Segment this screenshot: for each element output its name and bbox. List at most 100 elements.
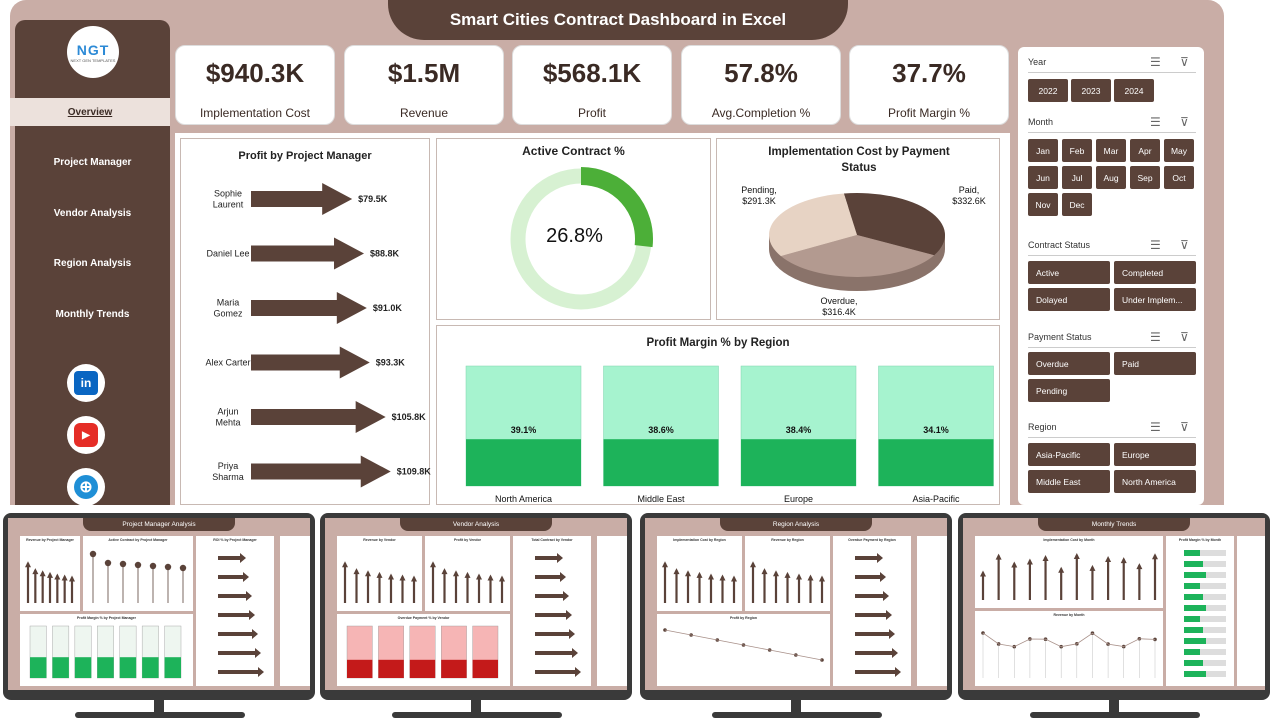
filter-chip-status[interactable]: Active [1028, 261, 1110, 284]
mini-arrow [535, 667, 581, 677]
filter-chip-month[interactable]: Aug [1096, 166, 1126, 189]
clear-filter-icon[interactable]: ⊽ [1180, 420, 1189, 434]
filter-chip-year[interactable]: 2022 [1028, 79, 1068, 102]
pie-slice [780, 235, 935, 277]
filter-chip-region[interactable]: Middle East [1028, 470, 1110, 493]
monitor-title: Monthly Trends [1038, 518, 1190, 531]
filter-chip-year[interactable]: 2024 [1114, 79, 1154, 102]
filter-chip-payment[interactable]: Overdue [1028, 352, 1110, 375]
kpi-value: $940.3K [205, 58, 305, 88]
pm-category-label: Daniel Lee [206, 249, 249, 259]
mini-tube-fill [472, 659, 498, 678]
filter-chip-region[interactable]: Asia-Pacific [1028, 443, 1110, 466]
monitor-title: Region Analysis [720, 518, 872, 531]
monitor-vendor: Vendor Analysis Revenue by Vendor Profit… [320, 513, 632, 700]
panel-margin-by-region: Profit Margin % by Region 39.1% North Ame… [436, 325, 1000, 505]
kpi-label: Profit [577, 106, 606, 120]
pm-category-label: Arjun [217, 407, 238, 417]
monitor-foot [392, 712, 562, 718]
multi-select-icon[interactable]: ☰ [1150, 55, 1161, 69]
region-value-label: 38.6% [648, 425, 674, 435]
clear-filter-icon[interactable]: ⊽ [1180, 55, 1189, 69]
nav-project-manager[interactable]: Project Manager [53, 156, 132, 168]
filter-chip-month[interactable]: Jun [1028, 166, 1058, 189]
mini-bar-head [61, 574, 68, 581]
filter-chip-region[interactable]: North America [1114, 470, 1196, 493]
kpi-label: Revenue [399, 106, 449, 120]
nav-monthly-trends[interactable]: Monthly Trends [55, 308, 130, 320]
mini-bar-head [353, 568, 360, 575]
filter-chip-month[interactable]: Sep [1130, 166, 1160, 189]
clear-filter-icon[interactable]: ⊽ [1180, 238, 1189, 252]
filter-chip-month[interactable]: Nov [1028, 193, 1058, 216]
mini-bar-head [342, 561, 348, 568]
mini-hbar [1184, 638, 1206, 644]
filter-chip-month[interactable]: Oct [1164, 166, 1194, 189]
mini-hbar [1184, 572, 1206, 578]
filter-divider [1028, 255, 1196, 256]
mini-bar-head [464, 571, 471, 578]
mini-bar-head [25, 561, 31, 568]
filter-chip-month[interactable]: Feb [1062, 139, 1092, 162]
region-bar-fill [603, 439, 719, 486]
website-button[interactable]: ⊕ [67, 468, 105, 505]
multi-select-icon[interactable]: ☰ [1150, 115, 1161, 129]
linkedin-button[interactable]: in [67, 364, 105, 402]
filter-chip-month[interactable]: Jul [1062, 166, 1092, 189]
mini-arrow [855, 610, 892, 620]
filter-divider [1028, 437, 1196, 438]
filter-divider [1028, 132, 1196, 133]
monitor-stand [154, 700, 164, 714]
mini-chart-lolli [342, 561, 417, 603]
pm-category-label: Sophie [214, 189, 242, 199]
filter-chip-payment[interactable]: Pending [1028, 379, 1110, 402]
mini-bar-head [1105, 556, 1112, 563]
mini-hbar-track [1184, 561, 1226, 567]
nav-region-analysis[interactable]: Region Analysis [53, 257, 132, 269]
chart-title: Profit by Project Manager [238, 150, 372, 162]
clear-filter-icon[interactable]: ⊽ [1180, 115, 1189, 129]
filter-chip-status[interactable]: Completed [1114, 261, 1196, 284]
monitor-screen: Vendor Analysis Revenue by Vendor Profit… [325, 518, 627, 690]
multi-select-icon[interactable]: ☰ [1150, 330, 1161, 344]
filter-chip-month[interactable]: Dec [1062, 193, 1092, 216]
mini-chart-arrows [535, 553, 581, 677]
multi-select-icon[interactable]: ☰ [1150, 420, 1161, 434]
mini-bar-head [430, 561, 436, 568]
pm-category-label: Gomez [213, 309, 243, 319]
filter-chip-month[interactable]: May [1164, 139, 1194, 162]
filter-chip-status[interactable]: Dolayed [1028, 288, 1110, 311]
pie-value-label: $291.3K [742, 196, 776, 206]
chart-title: Active Contract % [522, 144, 625, 158]
filter-chip-month[interactable]: Mar [1096, 139, 1126, 162]
mini-hbar [1184, 561, 1203, 567]
filter-chip-month[interactable]: Apr [1130, 139, 1160, 162]
pm-category-label: Priya [218, 461, 239, 471]
multi-select-icon[interactable]: ☰ [1150, 238, 1161, 252]
mini-bar-head [388, 573, 394, 580]
filter-chip-region[interactable]: Europe [1114, 443, 1196, 466]
mini-tube-fill [409, 659, 436, 678]
mini-title: Profit Margin % by Month [1178, 538, 1222, 542]
mini-bar-head [32, 568, 39, 575]
mini-bar-head [773, 570, 779, 577]
clear-filter-icon[interactable]: ⊽ [1180, 330, 1189, 344]
filter-title-region: Region [1028, 422, 1057, 432]
mini-tube-fill [97, 657, 114, 678]
filter-chip-month[interactable]: Jan [1028, 139, 1058, 162]
filter-chip-year[interactable]: 2023 [1071, 79, 1111, 102]
mini-bar-head [1042, 555, 1049, 562]
nav-overview[interactable]: Overview [10, 98, 170, 126]
mini-chart-lolli [25, 561, 75, 603]
monitor-title: Vendor Analysis [400, 518, 552, 531]
youtube-button[interactable]: ▶ [67, 416, 105, 454]
nav-vendor-analysis[interactable]: Vendor Analysis [53, 207, 132, 219]
mini-tube-fill [119, 657, 137, 678]
filter-chip-payment[interactable]: Paid [1114, 352, 1196, 375]
kpi-label: Profit Margin % [887, 106, 971, 120]
mini-bar-head [796, 573, 802, 580]
mini-bar-head [708, 573, 714, 580]
filter-chip-status[interactable]: Under Implem... [1114, 288, 1196, 311]
mini-hbar-track [1184, 660, 1226, 666]
